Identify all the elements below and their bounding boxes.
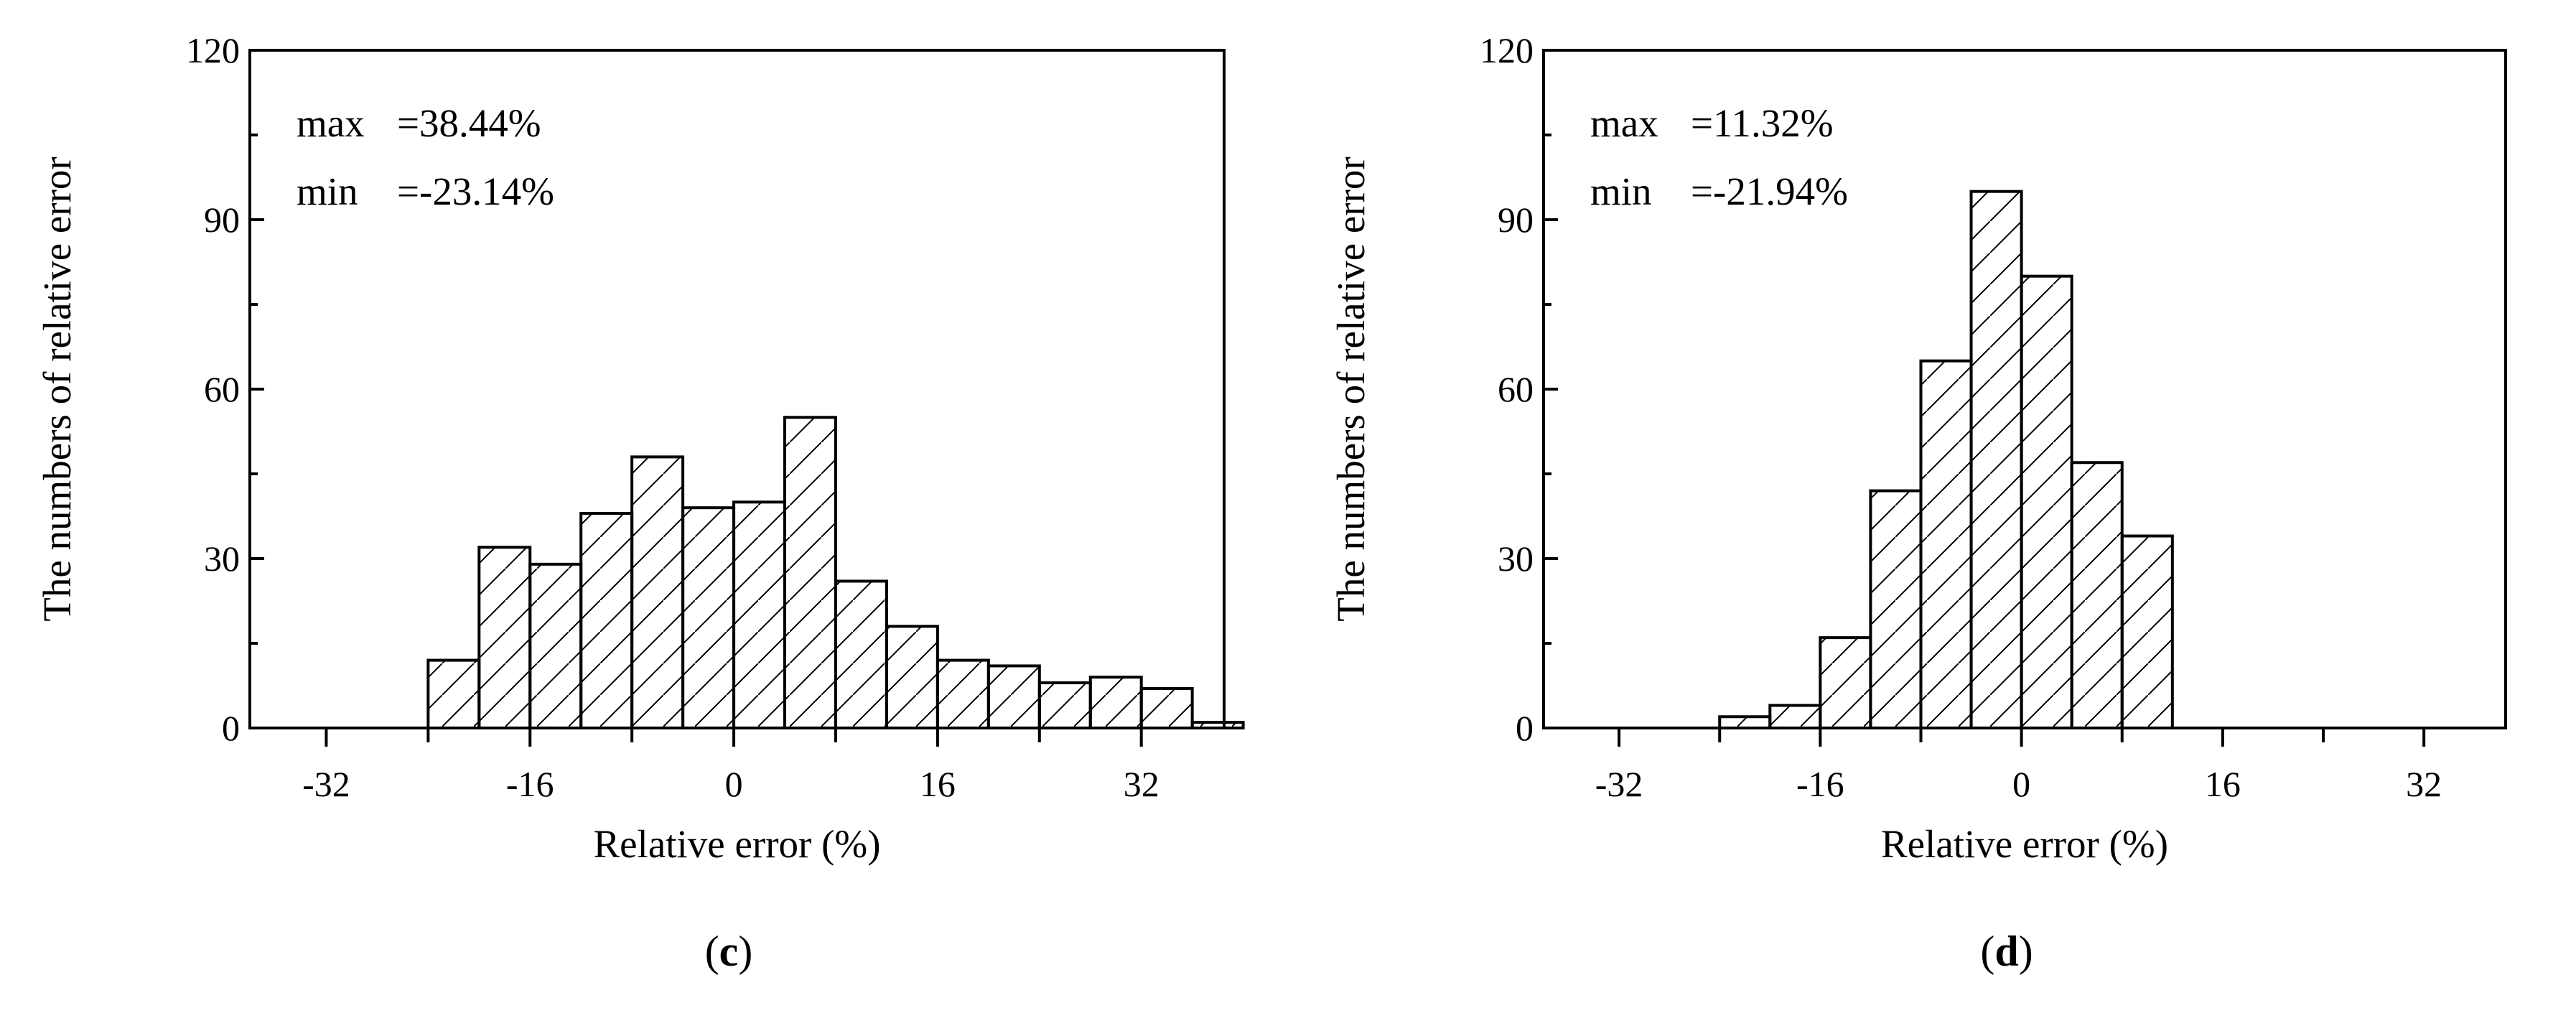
chart-panel-c: 0 30 60 90 120 -32 -16 0 16 32 Relative error (%) T… (35, 30, 1245, 975)
y-tick-label: 90 (204, 200, 240, 240)
histogram-bar (935, 658, 990, 729)
stat-min-value: =-21.94% (1691, 169, 1848, 213)
panel-label: (d) (1980, 928, 2033, 975)
x-tick-label: 32 (2406, 764, 2442, 804)
y-tick-label: 0 (1516, 708, 1534, 748)
histogram-bar (885, 625, 939, 730)
stat-max-value: =11.32% (1691, 101, 1834, 145)
y-tick-label: 90 (1498, 200, 1534, 240)
y-tick-label: 120 (1480, 30, 1534, 70)
histogram-bar (1869, 489, 1923, 729)
x-tick-label: -32 (302, 764, 350, 804)
y-axis-label: The numbers of relative error (1329, 157, 1373, 622)
panel-label: (c) (705, 928, 753, 975)
histogram-bar (1768, 704, 1822, 729)
histogram-bar (579, 512, 634, 729)
histogram-bar (2070, 461, 2124, 729)
histogram-bar (630, 455, 685, 730)
histogram-bar (477, 546, 532, 729)
histogram-bar (986, 664, 1041, 730)
stat-min-label: min (297, 169, 358, 213)
histogram-bar (1969, 190, 2023, 729)
y-tick-label: 60 (204, 369, 240, 409)
histogram-bar (834, 579, 888, 730)
histogram-bar (1718, 715, 1772, 729)
histogram-bar (528, 562, 583, 729)
x-tick-label: -32 (1595, 764, 1643, 804)
histogram-bar (732, 500, 787, 729)
x-tick-label: -16 (506, 764, 554, 804)
histogram-bar (1088, 676, 1143, 730)
y-tick-label: 30 (1498, 538, 1534, 579)
panel-letter: d (1994, 928, 2018, 975)
stat-max-value: =38.44% (397, 101, 541, 145)
histogram-bar (426, 658, 481, 729)
histogram-bar (1819, 636, 1872, 730)
x-axis-label: Relative error (%) (1881, 822, 2168, 866)
histogram-bar (783, 416, 837, 729)
x-tick-label: 0 (725, 764, 743, 804)
histogram-bar (2020, 274, 2073, 729)
x-tick-label: -16 (1796, 764, 1844, 804)
y-tick-label: 30 (204, 538, 240, 579)
x-tick-label: 16 (2205, 764, 2241, 804)
stat-min-label: min (1590, 169, 1652, 213)
x-axis-label: Relative error (%) (593, 822, 880, 866)
histogram-bar (681, 506, 736, 729)
histogram-bar (2120, 534, 2174, 729)
stat-max-label: max (297, 101, 365, 145)
histogram-bar (1139, 686, 1194, 730)
chart-panel-d: 0 30 60 90 120 -32 -16 0 16 32 Relative error (%) T… (1329, 30, 2507, 975)
y-axis-label: The numbers of relative error (35, 157, 79, 622)
stat-max-label: max (1590, 101, 1658, 145)
y-tick-label: 120 (186, 30, 240, 70)
stat-min-value: =-23.14% (397, 169, 554, 213)
x-tick-label: 0 (2012, 764, 2030, 804)
histogram-bar (1037, 681, 1092, 729)
x-tick-label: 16 (920, 764, 956, 804)
y-tick-label: 60 (1498, 369, 1534, 409)
histogram-bar (1919, 359, 1973, 729)
y-tick-label: 0 (222, 708, 240, 748)
panel-letter: c (719, 928, 739, 975)
x-tick-label: 32 (1124, 764, 1159, 804)
